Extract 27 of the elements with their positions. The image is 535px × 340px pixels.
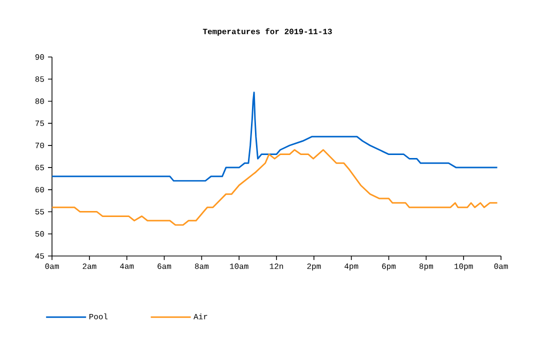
y-tick-label: 75 [35, 120, 44, 126]
x-tick-label: 10am [230, 264, 248, 269]
x-tick-label: 6pm [382, 264, 396, 271]
y-tick-label: 90 [35, 54, 44, 60]
y-tick-label: 55 [35, 209, 44, 214]
y-tick-label: 45 [35, 253, 44, 259]
chart-title: Temperatures for 2019-11-13 [202, 28, 332, 36]
x-tick-label: 6am [158, 264, 172, 269]
x-tick-label: 8am [194, 264, 208, 269]
y-tick-label: 80 [35, 98, 44, 104]
x-tick-label: 2am [82, 264, 96, 269]
legend-label: Pool [89, 313, 108, 320]
y-tick-label: 50 [35, 231, 44, 237]
x-tick-label: 10pm [454, 264, 473, 271]
y-tick-label: 60 [35, 186, 44, 192]
line-series [52, 149, 498, 226]
x-tick-label: 0am [45, 264, 59, 269]
y-tick-label: 65 [35, 164, 44, 170]
x-tick-label: 4pm [344, 264, 358, 270]
legend-label: Air [194, 313, 208, 320]
x-tick-label: 0am [494, 264, 508, 269]
x-tick-label: 12n [270, 264, 283, 269]
y-tick-label: 70 [35, 142, 44, 148]
x-tick-label: 4am [120, 264, 134, 269]
x-tick-label: 2pm [307, 264, 321, 271]
y-tick-label: 85 [35, 76, 44, 82]
x-tick-label: 8pm [419, 264, 433, 271]
